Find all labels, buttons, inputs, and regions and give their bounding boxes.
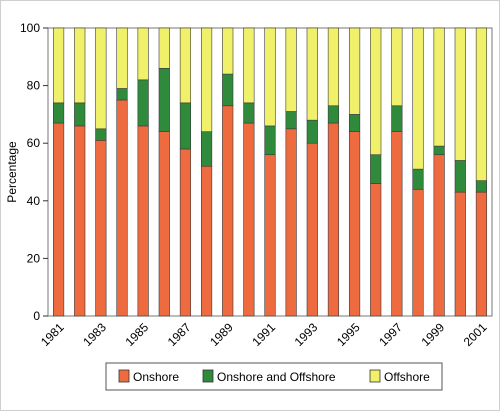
bar-onshore-and-offshore-2000 <box>454 160 466 193</box>
bar-offshore-1996 <box>370 27 382 156</box>
bar-onshore-and-offshore-1985 <box>137 79 149 127</box>
bar-onshore-2001 <box>475 191 488 317</box>
bar-onshore-and-offshore-1998 <box>412 168 424 190</box>
x-tick-label: 1995 <box>334 320 363 349</box>
x-tick-label: 1987 <box>165 320 194 349</box>
bar-onshore-and-offshore-1996 <box>370 154 382 184</box>
bars-group <box>52 27 488 317</box>
bar-offshore-1989 <box>222 27 234 75</box>
bar-offshore-1993 <box>306 27 318 121</box>
bar-onshore-and-offshore-1997 <box>391 105 403 132</box>
bar-offshore-1984 <box>116 27 128 89</box>
bar-onshore-1992 <box>285 128 297 317</box>
bar-onshore-1989 <box>222 105 234 317</box>
y-tick-label: 60 <box>27 136 41 150</box>
bar-onshore-1990 <box>243 122 255 317</box>
bar-onshore-1984 <box>116 99 128 317</box>
bar-onshore-1986 <box>158 131 170 317</box>
x-tick-label: 1997 <box>376 320 405 349</box>
x-tick-label: 1991 <box>249 320 278 349</box>
bar-offshore-1990 <box>243 27 255 104</box>
bar-onshore-1998 <box>412 188 424 317</box>
bar-offshore-1998 <box>412 27 424 170</box>
bar-onshore-and-offshore-1994 <box>327 105 340 124</box>
legend-swatch-onshore-and-offshore <box>202 369 214 383</box>
y-tick-label: 100 <box>20 21 40 35</box>
bar-onshore-1994 <box>327 122 340 317</box>
bar-offshore-1983 <box>95 27 107 130</box>
bar-offshore-1987 <box>179 27 192 104</box>
bar-onshore-and-offshore-2001 <box>475 180 488 193</box>
legend: Onshore Onshore and Offshore Offshore <box>105 362 443 391</box>
bar-onshore-and-offshore-1992 <box>285 111 297 130</box>
bar-onshore-1996 <box>370 183 382 317</box>
bar-offshore-1999 <box>433 27 445 147</box>
bar-onshore-and-offshore-1987 <box>179 102 192 150</box>
x-tick-label: 1993 <box>292 320 321 349</box>
bar-onshore-and-offshore-1982 <box>74 102 86 127</box>
y-tick-label: 20 <box>27 251 41 265</box>
bar-onshore-and-offshore-1989 <box>222 73 234 107</box>
bar-offshore-1991 <box>264 27 276 127</box>
bar-offshore-1997 <box>391 27 403 107</box>
x-tick-label: 1981 <box>38 320 67 349</box>
y-axis-title: Percentage <box>5 141 19 203</box>
bar-offshore-1981 <box>52 27 65 104</box>
bar-onshore-and-offshore-1991 <box>264 125 276 156</box>
legend-label-offshore: Offshore <box>384 370 430 384</box>
bar-offshore-1982 <box>74 27 86 104</box>
bar-onshore-1999 <box>433 154 445 317</box>
x-tick-label: 1989 <box>207 320 236 349</box>
bar-onshore-1987 <box>179 148 192 317</box>
bar-offshore-1988 <box>200 27 213 132</box>
bar-offshore-2000 <box>454 27 466 161</box>
bar-onshore-1985 <box>137 125 149 317</box>
bar-onshore-and-offshore-1983 <box>95 128 107 141</box>
bar-onshore-and-offshore-1993 <box>306 119 318 144</box>
bar-onshore-and-offshore-1981 <box>52 102 65 124</box>
y-axis: 0 20 40 60 80 100 <box>20 21 48 323</box>
y-tick-label: 0 <box>33 309 40 323</box>
bar-onshore-and-offshore-1988 <box>200 131 213 167</box>
y-tick-label: 80 <box>27 79 41 93</box>
legend-label-onshore-and-offshore: Onshore and Offshore <box>217 370 336 384</box>
legend-box <box>105 362 443 391</box>
bar-onshore-1983 <box>95 140 107 317</box>
x-tick-label: 1983 <box>80 320 109 349</box>
bar-offshore-1986 <box>158 27 170 69</box>
bar-onshore-1995 <box>348 131 361 317</box>
bar-onshore-1981 <box>52 122 65 317</box>
bar-onshore-and-offshore-1995 <box>348 114 361 132</box>
bar-onshore-and-offshore-1984 <box>116 88 128 101</box>
bar-onshore-1982 <box>74 125 86 317</box>
x-tick-label: 1999 <box>418 320 447 349</box>
bar-offshore-1995 <box>348 27 361 115</box>
bar-onshore-and-offshore-1990 <box>243 102 255 124</box>
bar-onshore-1991 <box>264 154 276 317</box>
y-tick-label: 40 <box>27 194 41 208</box>
bar-onshore-1997 <box>391 131 403 317</box>
legend-swatch-onshore <box>118 369 130 383</box>
bar-offshore-1994 <box>327 27 340 107</box>
legend-swatch-offshore <box>369 369 381 383</box>
bar-onshore-2000 <box>454 191 466 317</box>
bar-offshore-1985 <box>137 27 149 81</box>
x-tick-label: 1985 <box>122 320 151 349</box>
bar-onshore-1988 <box>200 165 213 317</box>
bar-onshore-and-offshore-1999 <box>433 145 445 156</box>
x-axis: 1981 1983 1985 1987 1989 1991 1993 1995 1997 1999… <box>38 320 490 349</box>
bar-offshore-1992 <box>285 27 297 112</box>
x-tick-label: 2001 <box>461 320 490 349</box>
bar-offshore-2001 <box>475 27 488 181</box>
bar-onshore-and-offshore-1986 <box>158 68 170 132</box>
bar-onshore-1993 <box>306 142 318 317</box>
legend-label-onshore: Onshore <box>133 370 179 384</box>
